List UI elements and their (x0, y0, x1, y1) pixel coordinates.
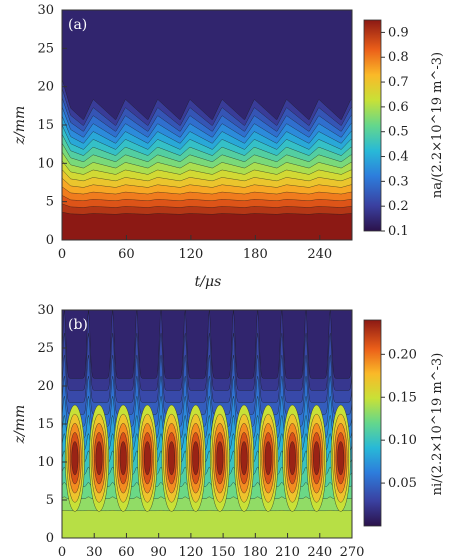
panel-b-contour-plot (62, 310, 352, 538)
contour-peak (119, 441, 127, 476)
panel-a-label: (a) (68, 17, 87, 33)
colorbar-tick-label: 0.4 (388, 150, 409, 165)
y-tick-label: 20 (37, 80, 54, 95)
colorbar-tick-label: 0.20 (388, 347, 417, 362)
y-tick-label: 25 (37, 41, 54, 56)
colorbar-tick-label: 0.5 (388, 125, 409, 140)
panel-a-colorbar-label: na/(2.2×10^19 m^-3) (430, 52, 445, 198)
y-tick-label: 0 (46, 531, 54, 546)
contour-peak (71, 441, 79, 476)
panel-b-label: (b) (68, 317, 88, 333)
panel-b: (b) 0 30 60 90 120 150 180 210 240 270 0 5 10 15 20 25 3… (12, 303, 445, 558)
y-tick-label: 10 (37, 455, 54, 470)
panel-a-ylabel: z/mm (12, 106, 28, 146)
x-tick-label: 120 (178, 545, 203, 558)
panel-b-ylabel: z/mm (12, 405, 28, 445)
contour-peak (240, 441, 248, 476)
contour-peak (143, 441, 151, 476)
colorbar-tick-label: 0.15 (388, 390, 417, 405)
contour-peak (95, 441, 103, 476)
y-tick-label: 30 (37, 303, 54, 318)
colorbar-tick-label: 0.1 (388, 224, 409, 239)
y-tick-label: 25 (37, 341, 54, 356)
panel-b-colorbar (363, 319, 382, 527)
colorbar-tick-label: 0.05 (388, 476, 417, 491)
x-tick-label: 60 (118, 545, 135, 558)
y-tick-label: 20 (37, 379, 54, 394)
colorbar-tick-label: 0.6 (388, 100, 409, 115)
x-tick-label: 180 (243, 545, 268, 558)
panel-a-contour-plot (62, 10, 352, 240)
colorbar-tick-label: 0.7 (388, 75, 409, 90)
y-tick-label: 15 (37, 118, 54, 133)
contour-peak (264, 441, 272, 476)
y-tick-label: 5 (46, 493, 54, 508)
panel-b-colorbar-label: ni/(2.2×10^19 m^-3) (430, 353, 445, 496)
x-tick-label: 0 (58, 247, 66, 262)
panel-a-ticks: 0 60 120 180 240 0 5 10 15 20 25 30 (37, 3, 332, 262)
colorbar-tick-label: 0.8 (388, 50, 409, 65)
panel-a-colorbar-ticks: 0.1 0.2 0.3 0.4 0.5 0.6 0.7 0.8 0.9 (381, 25, 409, 239)
contour-band (62, 510, 352, 538)
colorbar-tick-label: 0.3 (388, 174, 409, 189)
x-tick-label: 60 (118, 247, 135, 262)
contour-band (62, 211, 352, 240)
contour-peak (216, 441, 224, 476)
x-tick-label: 150 (211, 545, 236, 558)
panel-a: (a) 0 60 120 180 240 0 5 10 15 20 25 30 t/μs z/mm 0… (12, 3, 445, 290)
contour-peak (337, 441, 345, 476)
y-tick-label: 15 (37, 417, 54, 432)
x-tick-label: 210 (275, 545, 300, 558)
x-tick-label: 0 (58, 545, 66, 558)
y-tick-label: 0 (46, 233, 54, 248)
contour-peak (192, 441, 200, 476)
colorbar-tick-label: 0.9 (388, 25, 409, 40)
panel-a-xlabel: t/μs (195, 274, 222, 290)
panel-b-colorbar-ticks: 0.05 0.10 0.15 0.20 (381, 347, 417, 491)
contour-peak (168, 441, 176, 476)
contour-peak (313, 441, 321, 476)
x-tick-label: 240 (307, 545, 332, 558)
contour-peak (288, 441, 296, 476)
panel-a-colorbar (363, 19, 382, 232)
panel-b-ticks: 0 30 60 90 120 150 180 210 240 270 0 5 10 15 20 25 30 (37, 303, 364, 558)
y-tick-label: 30 (37, 3, 54, 18)
colorbar-tick-label: 0.10 (388, 433, 417, 448)
x-tick-label: 120 (178, 247, 203, 262)
x-tick-label: 30 (86, 545, 103, 558)
y-tick-label: 10 (37, 156, 54, 171)
x-tick-label: 90 (150, 545, 167, 558)
x-tick-label: 240 (307, 247, 332, 262)
x-tick-label: 270 (340, 545, 365, 558)
x-tick-label: 180 (243, 247, 268, 262)
y-tick-label: 5 (46, 195, 54, 210)
colorbar-tick-label: 0.2 (388, 199, 409, 214)
